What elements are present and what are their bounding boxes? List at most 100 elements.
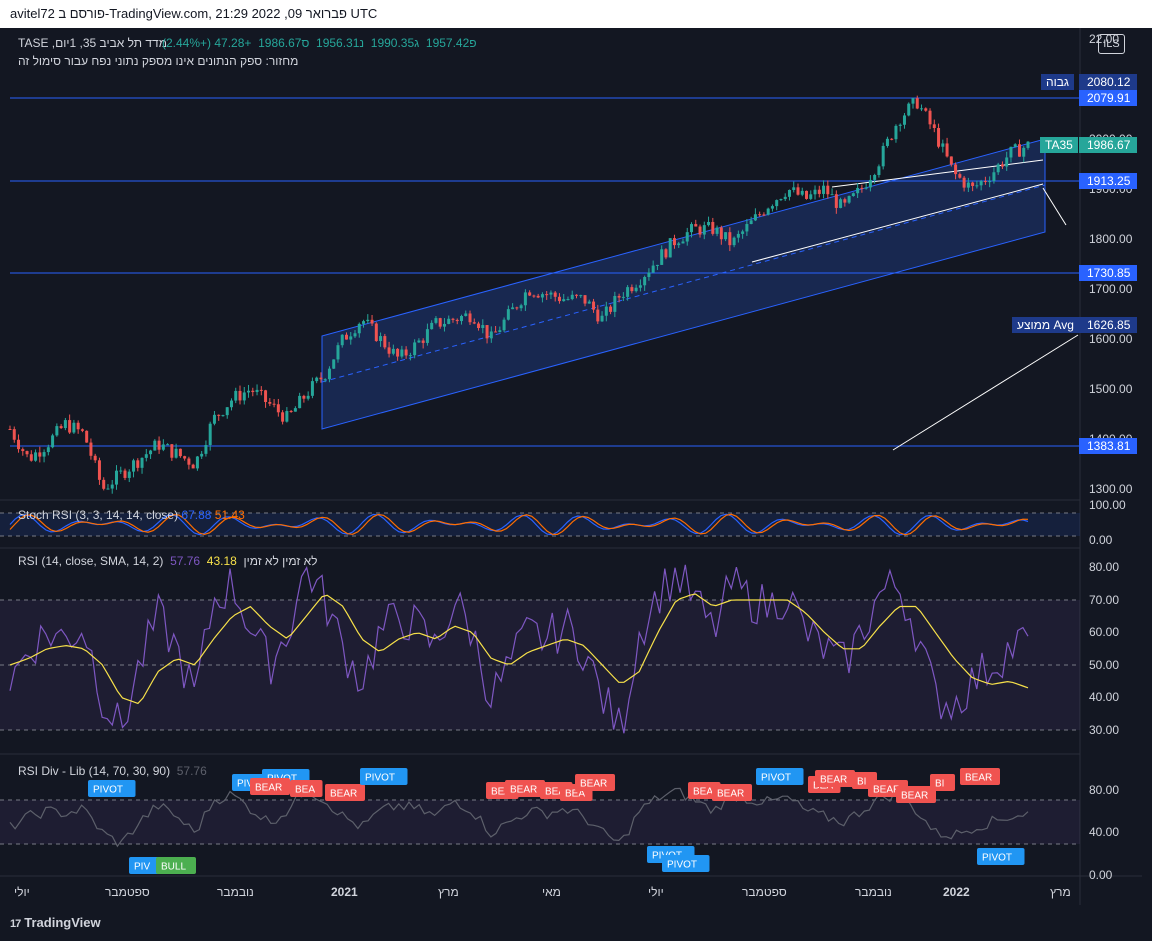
candle-body [506, 309, 510, 320]
candle-body [464, 313, 468, 316]
candle-body [937, 128, 941, 147]
regression-channel [321, 138, 1046, 430]
candle-body [630, 287, 634, 292]
candle-body [387, 347, 391, 354]
candle-body [51, 435, 55, 448]
candle-body [877, 166, 881, 175]
candle-body [106, 488, 110, 490]
div-title: RSI Div - Lib (14, 70, 30, 90) [18, 764, 171, 778]
signal-text: BEA [295, 785, 315, 796]
stoch-k-value: 67.88 [181, 508, 212, 522]
candle-body [741, 231, 745, 234]
candle-body [732, 237, 736, 246]
candle-body [247, 390, 251, 393]
candle-body [408, 355, 412, 357]
candle-body [259, 389, 263, 391]
high-side-label: גבוה [1041, 74, 1074, 90]
time-tick: ספטמבר [742, 885, 787, 899]
signal-label: BEA [290, 780, 323, 797]
rsi-note: לא זמין לא זמין [243, 554, 318, 568]
div-band [0, 800, 1080, 844]
signal-text: PIV [237, 779, 253, 790]
candle-body [898, 124, 902, 126]
candle-body [975, 185, 979, 187]
candle-body [643, 277, 647, 286]
candle-body [1005, 157, 1009, 167]
candle-body [353, 333, 357, 337]
candle-body [911, 98, 915, 104]
symbol-legend[interactable]: מדד תל אביב 35, 1יום, TASE [18, 36, 167, 50]
candle-body [809, 194, 813, 199]
stoch-d-value: 51.43 [214, 508, 245, 522]
currency-button[interactable]: ILS [1098, 34, 1125, 54]
candle-body [690, 224, 694, 233]
chart-area[interactable]: PIVOTPIVPIVOTBEARBEABEARPIVOTBEABEARBEAB… [0, 28, 1142, 905]
candle-body [485, 325, 489, 339]
signal-label: PIV [129, 857, 162, 874]
candle-body [76, 422, 80, 430]
candle-body [472, 322, 476, 324]
candle-body [881, 145, 885, 167]
candle-body [127, 471, 131, 478]
ohlc-change: +47.28 (+2.44%) [162, 36, 252, 50]
candle-body [907, 103, 911, 116]
signal-bg [960, 768, 1000, 785]
candle-body [366, 319, 370, 322]
rsi-title: RSI (14, close, SMA, 14, 2) [18, 554, 164, 568]
candle-body [217, 414, 221, 416]
candle-body [736, 233, 740, 238]
candle-body [545, 294, 549, 296]
signal-label: BULL [156, 857, 196, 874]
candle-body [843, 199, 847, 203]
candle-body [285, 411, 289, 422]
candle-body [681, 241, 685, 244]
signal-text: PIVOT [982, 853, 1012, 864]
tradingview-logo[interactable]: 17 TradingView [10, 915, 101, 930]
candle-body [344, 334, 348, 340]
candle-body [494, 331, 498, 333]
price-tick: 1500.00 [1089, 382, 1133, 396]
candle-body [830, 194, 834, 196]
signal-text: PIV [134, 862, 150, 873]
candle-body [873, 174, 877, 180]
signal-bg [129, 857, 162, 874]
signal-label: BI [930, 774, 955, 791]
candle-body [570, 294, 574, 300]
last-price-tag: 1986.67 [1079, 137, 1137, 153]
chart-svg[interactable]: PIVOTPIVPIVOTBEARBEABEARPIVOTBEABEARBEAB… [0, 28, 1142, 905]
signal-text: PIVOT [93, 785, 123, 796]
candle-body [208, 423, 212, 446]
candle-body [400, 349, 404, 357]
signal-text: PIVOT [667, 860, 697, 871]
rsi-value: 57.76 [170, 554, 201, 568]
candle-body [817, 189, 821, 194]
candle-body [992, 172, 996, 182]
candle-body [672, 238, 676, 246]
signal-label: BEAR [896, 786, 936, 803]
candle-body [212, 414, 216, 424]
rsi-legend[interactable]: RSI (14, close, SMA, 14, 2) 57.76 43.18 … [18, 554, 318, 568]
signal-bg [505, 780, 545, 797]
div-tick: 0.00 [1089, 868, 1113, 882]
price-tick: 1700.00 [1089, 282, 1133, 296]
candle-body [221, 415, 225, 417]
candle-body [319, 377, 323, 380]
div-legend[interactable]: RSI Div - Lib (14, 70, 30, 90) 57.76 [18, 764, 207, 778]
time-tick: מרץ [438, 885, 459, 899]
price-tick: 1300.00 [1089, 482, 1133, 496]
stoch-legend[interactable]: Stoch RSI (3, 3, 14, 14, close) 67.88 51… [18, 508, 245, 522]
candle-body [80, 429, 84, 431]
candle-series [8, 95, 1030, 494]
candle-body [796, 187, 800, 195]
candle-body [847, 196, 851, 203]
ohlc-h: ג1990.35 [370, 36, 420, 50]
candle-body [702, 225, 706, 235]
candle-body [617, 295, 621, 298]
candle-body [566, 299, 570, 301]
signal-bg [662, 855, 710, 872]
candle-body [719, 227, 723, 240]
candle-body [379, 336, 383, 342]
ohlc-c: ס1986.67 [258, 36, 310, 50]
candle-body [55, 426, 59, 436]
level-tag-1730: 1730.85 [1079, 265, 1137, 281]
